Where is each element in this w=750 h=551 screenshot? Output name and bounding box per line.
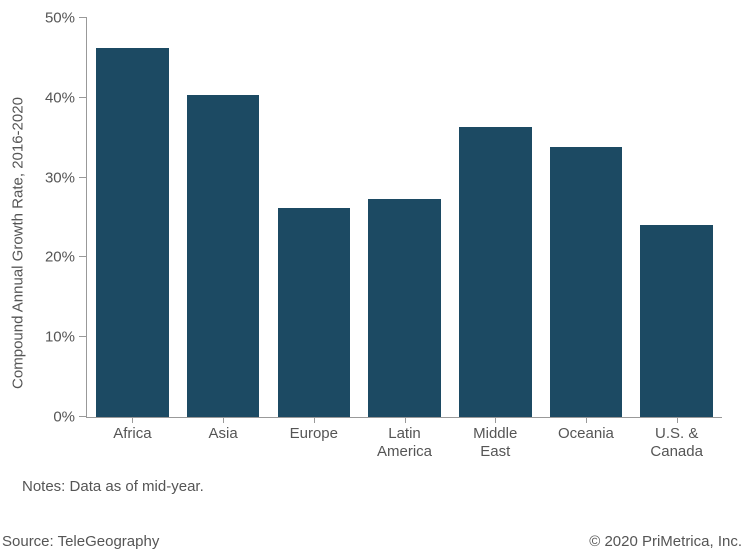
x-tick [495, 417, 496, 423]
bar [368, 199, 441, 417]
bars-container: AfricaAsiaEuropeLatin AmericaMiddle East… [87, 18, 722, 417]
footer: Source: TeleGeography © 2020 PriMetrica,… [0, 524, 750, 550]
notes-text: Notes: Data as of mid-year. [22, 478, 204, 495]
x-tick-label: U.S. & Canada [650, 425, 703, 461]
bar-slot: U.S. & Canada [631, 18, 722, 417]
y-tick [79, 17, 87, 18]
y-tick-label: 20% [45, 249, 75, 266]
bar-slot: Asia [178, 18, 269, 417]
plot-area: AfricaAsiaEuropeLatin AmericaMiddle East… [86, 18, 722, 418]
y-axis-label: Compound Annual Growth Rate, 2016-2020 [10, 97, 27, 389]
bar [459, 127, 532, 417]
y-tick [79, 256, 87, 257]
bar-slot: Africa [87, 18, 178, 417]
x-tick [677, 417, 678, 423]
x-tick [586, 417, 587, 423]
y-tick [79, 177, 87, 178]
copyright-text: © 2020 PriMetrica, Inc. [589, 533, 742, 550]
y-tick-label: 10% [45, 329, 75, 346]
y-tick [79, 336, 87, 337]
y-tick [79, 416, 87, 417]
x-tick-label: Africa [113, 425, 151, 443]
y-tick [79, 97, 87, 98]
x-tick-label: Asia [208, 425, 237, 443]
x-tick-label: Oceania [558, 425, 614, 443]
y-tick-label: 40% [45, 89, 75, 106]
x-tick [314, 417, 315, 423]
bar-slot: Latin America [359, 18, 450, 417]
bar [187, 95, 260, 417]
x-tick [132, 417, 133, 423]
bar [96, 48, 169, 417]
bar-slot: Middle East [450, 18, 541, 417]
bar-slot: Oceania [541, 18, 632, 417]
source-text: Source: TeleGeography [2, 533, 159, 550]
bar-slot: Europe [268, 18, 359, 417]
growth-rate-chart: Compound Annual Growth Rate, 2016-2020 A… [28, 18, 728, 468]
x-tick-label: Middle East [473, 425, 517, 461]
x-tick [405, 417, 406, 423]
x-tick-label: Latin America [377, 425, 432, 461]
x-tick-label: Europe [290, 425, 338, 443]
x-tick [223, 417, 224, 423]
bar [278, 208, 351, 417]
y-tick-label: 50% [45, 10, 75, 27]
y-tick-label: 0% [53, 409, 75, 426]
bar [640, 225, 713, 417]
bar [550, 147, 623, 417]
y-tick-label: 30% [45, 169, 75, 186]
